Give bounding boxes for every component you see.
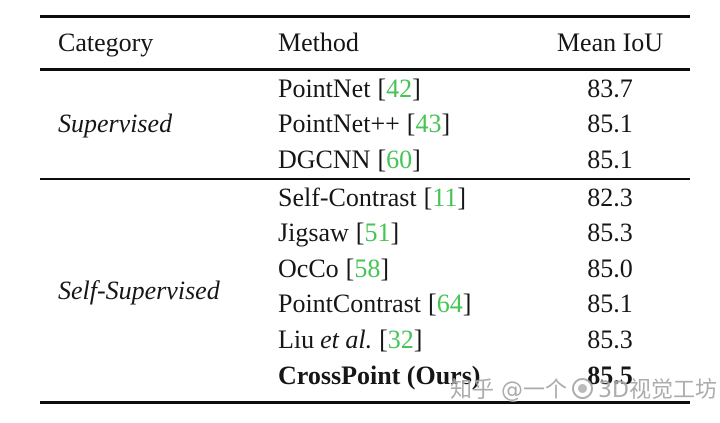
mean-iou-value: 85.3: [587, 218, 633, 248]
cite-number: 64: [436, 289, 463, 319]
method-cell: PointNet [42]: [278, 74, 530, 104]
table-row-crosspoint: CrossPoint (Ours) 85.5: [278, 358, 690, 394]
watermark-text-right: 3D视觉工坊: [598, 378, 717, 403]
cite-bracket-open: [: [379, 324, 388, 354]
method-name: DGCNN: [278, 144, 371, 174]
group-rows: Self-Contrast [11] 82.3 Jigsaw [51] 85.3 O…: [278, 180, 690, 402]
cite-bracket-open: [: [345, 253, 355, 283]
cite-bracket-open: [: [406, 109, 416, 139]
table-row: Jigsaw [51] 85.3: [278, 215, 690, 251]
category-label: Supervised: [58, 109, 173, 139]
table-row: PointNet [42] 83.7: [278, 71, 690, 107]
cite-number: 43: [415, 109, 442, 139]
method-cell: DGCNN [60]: [278, 145, 530, 175]
citation: [60]: [377, 145, 420, 174]
cite-bracket-close: ]: [457, 182, 467, 212]
top-rule: [40, 15, 690, 18]
cite-bracket-open: [: [377, 73, 387, 103]
method-name: Liu: [278, 324, 315, 354]
method-cell: Self-Contrast [11]: [278, 183, 530, 213]
citation: [51]: [356, 218, 399, 247]
citation: [11]: [424, 183, 466, 212]
zhihu-watermark: 知乎 @一个 3D视觉工坊: [450, 372, 717, 404]
citation: [58]: [346, 254, 389, 283]
mean-iou-value: 85.5: [587, 360, 633, 390]
cite-number: 32: [387, 324, 414, 354]
table-row: PointContrast [64] 85.1: [278, 287, 690, 323]
cite-bracket-close: ]: [390, 218, 400, 248]
method-cell: OcCo [58]: [278, 254, 530, 284]
mid-rule: [40, 177, 690, 180]
method-cell: Jigsaw [51]: [278, 218, 530, 248]
results-table: Category Method Mean IoU Supervised Poin…: [40, 15, 690, 405]
cite-bracket-close: ]: [412, 73, 421, 103]
cite-bracket-open: [: [423, 182, 433, 212]
table-row: Liu et al. [32] 85.3: [278, 322, 690, 358]
method-name: PointContrast: [278, 289, 422, 319]
header-rule: [40, 68, 690, 71]
mean-iou-value: 83.7: [587, 73, 633, 103]
method-cell: PointNet++ [43]: [278, 109, 530, 139]
cite-bracket-open: [: [377, 144, 387, 174]
group-self-supervised: Self-Supervised Self-Contrast [11] 82.3 J…: [40, 180, 690, 402]
method-name: PointNet: [278, 73, 371, 103]
table-row: PointNet++ [43] 85.1: [278, 107, 690, 143]
method-name: Jigsaw: [278, 218, 349, 248]
method-name: CrossPoint (Ours): [278, 360, 481, 390]
group-supervised: Supervised PointNet [42] 83.7 PointNet++[…: [40, 71, 690, 178]
table-row: DGCNN [60] 85.1: [278, 142, 690, 178]
method-cell: PointContrast [64]: [278, 289, 530, 319]
watermark-text-left: 知乎 @一个: [450, 378, 567, 403]
method-cell: Liu et al. [32]: [278, 325, 530, 355]
cite-bracket-open: [: [428, 289, 437, 319]
cite-bracket-close: ]: [412, 144, 421, 174]
cite-number: 60: [386, 144, 413, 174]
citation: [42]: [377, 74, 420, 103]
table-row: Self-Contrast [11] 82.3: [278, 180, 690, 216]
mean-iou-value: 85.0: [587, 253, 633, 283]
cite-number: 11: [432, 182, 458, 212]
table-row: OcCo [58] 85.0: [278, 251, 690, 287]
mean-iou-value: 85.1: [587, 109, 633, 139]
method-name: OcCo: [278, 253, 339, 283]
cite-bracket-close: ]: [462, 289, 472, 319]
mean-iou-value: 82.3: [587, 182, 633, 212]
citation: [43]: [407, 109, 450, 138]
method-name-italic: et al.: [320, 324, 373, 354]
method-name: Self-Contrast: [278, 182, 417, 212]
cite-bracket-close: ]: [413, 324, 423, 354]
header-mean-iou: Mean IoU: [556, 28, 664, 57]
group-rows: PointNet [42] 83.7 PointNet++ [43] 85.1 DG…: [278, 71, 690, 178]
table-header-row: Category Method Mean IoU: [40, 18, 690, 68]
citation: [64]: [428, 289, 471, 318]
watermark-avatar-icon: [572, 377, 593, 399]
cite-bracket-close: ]: [441, 109, 451, 139]
cite-number: 42: [386, 73, 413, 103]
header-method: Method: [278, 28, 359, 57]
bottom-rule: [40, 401, 690, 405]
cite-number: 58: [354, 253, 381, 283]
citation: [32]: [379, 325, 422, 354]
mean-iou-value: 85.3: [587, 324, 633, 354]
category-label: Self-Supervised: [58, 275, 220, 305]
cite-number: 51: [364, 218, 391, 248]
header-category: Category: [58, 28, 154, 57]
cite-bracket-open: [: [355, 218, 365, 248]
mean-iou-value: 85.1: [587, 289, 633, 319]
mean-iou-value: 85.1: [587, 144, 633, 174]
method-name: PointNet++: [278, 109, 400, 139]
method-cell: CrossPoint (Ours): [278, 361, 530, 391]
cite-bracket-close: ]: [380, 253, 390, 283]
